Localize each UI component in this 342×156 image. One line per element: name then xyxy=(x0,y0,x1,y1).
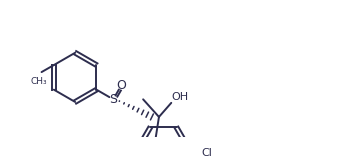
Text: Cl: Cl xyxy=(202,148,213,156)
Text: OH: OH xyxy=(171,92,189,102)
Text: CH₃: CH₃ xyxy=(30,77,47,86)
Text: S: S xyxy=(109,93,117,106)
Text: O: O xyxy=(116,79,126,92)
